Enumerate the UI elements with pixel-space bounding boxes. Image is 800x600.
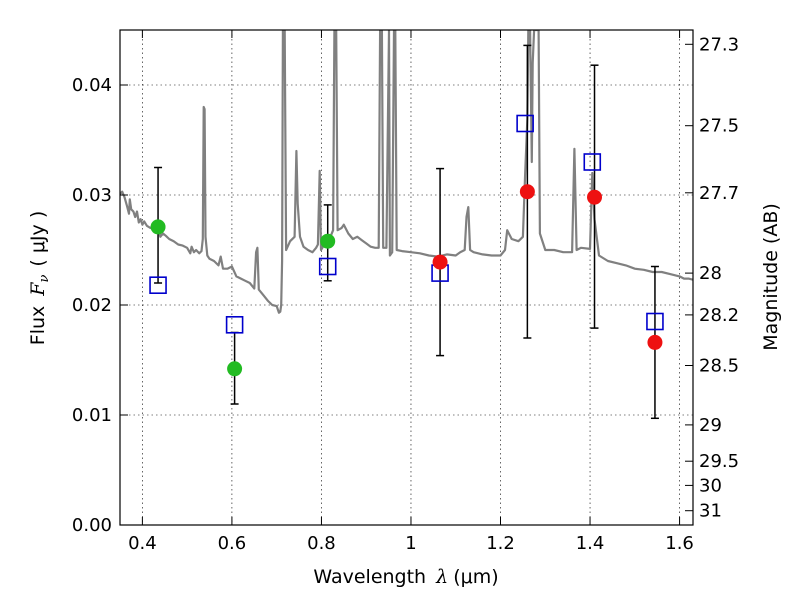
observed-red-point: [432, 254, 448, 270]
right-axis-tick-label: 31: [699, 501, 722, 522]
observed-green-point: [227, 361, 243, 377]
observed-red-point: [647, 334, 663, 350]
observed-green-point: [150, 219, 166, 235]
right-axis-label: Magnitude (AB): [760, 203, 782, 351]
x-tick-label: 1.4: [576, 533, 605, 554]
model-square-point: [646, 312, 664, 331]
axis-ticks: [120, 30, 693, 526]
model-square-point: [225, 315, 244, 334]
y-tick-label: 0.04: [72, 75, 112, 96]
model-spectrum: [120, 30, 693, 314]
observed-red-point: [587, 189, 603, 205]
model-square-point: [318, 257, 337, 276]
model-square-point: [583, 153, 602, 171]
plot-frame: [119, 29, 694, 526]
right-axis-tick-label: 27.7: [699, 183, 739, 204]
model-square-point: [149, 276, 167, 295]
y-tick-label: 0.00: [72, 515, 112, 536]
x-tick-label: 0.6: [218, 533, 247, 554]
observed-red-point: [519, 184, 535, 200]
x-tick-label: 0.8: [307, 533, 336, 554]
right-axis-tick-label: 28: [699, 263, 722, 284]
x-tick-label: 1.6: [665, 533, 694, 554]
data-markers: [149, 114, 664, 377]
x-tick-label: 1.2: [486, 533, 515, 554]
y-tick-label: 0.02: [72, 295, 112, 316]
model-square-point: [516, 114, 534, 133]
right-axis-tick-label: 30: [699, 475, 722, 496]
grid-lines: [120, 30, 693, 525]
right-axis-tick-label: 29: [699, 415, 722, 436]
spectrum-line: [120, 30, 693, 314]
right-axis-tick-label: 28.5: [699, 356, 739, 377]
tick-labels: 0.4 0.6 0.8 1 1.2 1.4 1.6 0.00 0.01 0.02 0.03 0.04 2…: [72, 34, 739, 554]
right-axis-tick-label: 27.5: [699, 116, 739, 137]
right-axis-tick-label: 29.5: [699, 451, 739, 472]
x-tick-label: 0.4: [128, 533, 157, 554]
error-bars: [154, 44, 659, 420]
right-axis-tick-label: 27.3: [699, 34, 739, 55]
observed-green-point: [320, 233, 336, 249]
y-tick-label: 0.03: [72, 185, 112, 206]
y-tick-label: 0.01: [72, 405, 112, 426]
right-axis-tick-label: 28.2: [699, 305, 739, 326]
x-tick-label: 1: [405, 533, 416, 554]
y-axis-label: Flux Fν( μJy ): [27, 211, 52, 345]
x-axis-label: Wavelength λ (μm): [313, 566, 498, 588]
